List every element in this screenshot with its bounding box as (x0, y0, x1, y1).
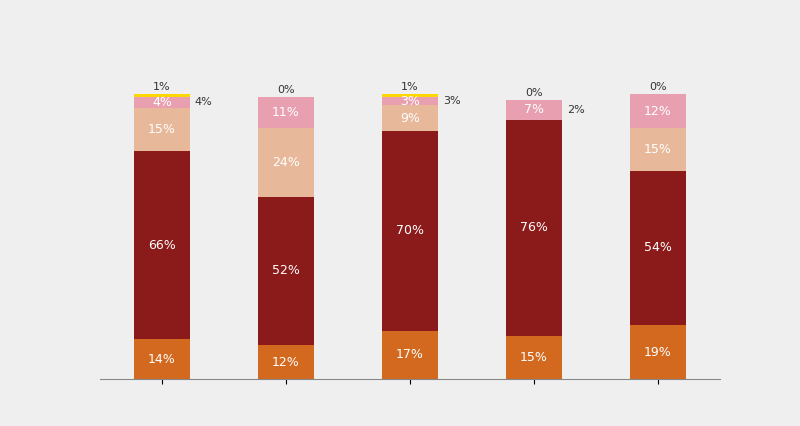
Text: 9%: 9% (400, 112, 420, 125)
Bar (258, 128, 314, 196)
Bar (258, 97, 314, 128)
Bar (382, 331, 438, 379)
Text: 7%: 7% (524, 103, 544, 116)
Text: 0%: 0% (649, 83, 667, 92)
Text: 1%: 1% (153, 83, 171, 92)
Text: 3%: 3% (400, 95, 420, 107)
Text: 70%: 70% (396, 225, 424, 237)
Text: 24%: 24% (272, 156, 300, 169)
Text: 76%: 76% (520, 222, 548, 234)
Bar (506, 120, 562, 337)
Text: 0%: 0% (277, 85, 295, 95)
Bar (382, 131, 438, 331)
Bar (506, 337, 562, 379)
Bar (630, 325, 686, 379)
Text: 3%: 3% (443, 96, 461, 106)
Bar (258, 196, 314, 345)
Text: 12%: 12% (272, 356, 300, 368)
Bar (382, 105, 438, 131)
Bar (134, 151, 190, 339)
Bar (134, 94, 190, 97)
Text: 14%: 14% (148, 353, 176, 366)
Text: 11%: 11% (272, 106, 300, 119)
Bar (630, 94, 686, 128)
Text: 0%: 0% (525, 88, 543, 98)
Bar (506, 100, 562, 120)
Text: 15%: 15% (520, 351, 548, 364)
Bar (630, 128, 686, 171)
Bar (630, 171, 686, 325)
Text: 2%: 2% (567, 105, 585, 115)
Bar (134, 97, 190, 108)
Text: 1%: 1% (401, 83, 419, 92)
Text: 15%: 15% (148, 123, 176, 136)
Text: 12%: 12% (644, 104, 672, 118)
Text: 4%: 4% (152, 96, 172, 109)
Bar (258, 345, 314, 379)
Bar (134, 108, 190, 151)
Text: 52%: 52% (272, 264, 300, 277)
Bar (382, 94, 438, 97)
Text: 15%: 15% (644, 143, 672, 156)
Bar (382, 97, 438, 105)
Text: 54%: 54% (644, 242, 672, 254)
Text: 17%: 17% (396, 348, 424, 361)
Text: 4%: 4% (195, 98, 213, 107)
Text: 19%: 19% (644, 345, 672, 359)
Text: 66%: 66% (148, 239, 176, 252)
Bar (134, 339, 190, 379)
